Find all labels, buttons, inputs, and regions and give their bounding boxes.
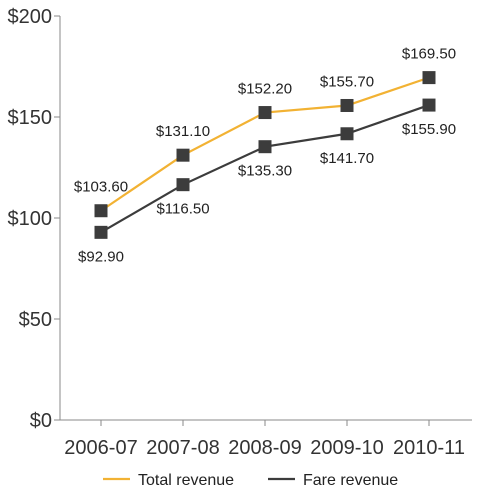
y-tick-label: $100 bbox=[8, 208, 53, 230]
y-tick-label: $200 bbox=[8, 6, 53, 28]
data-point bbox=[422, 71, 436, 85]
y-tick-label: $150 bbox=[8, 107, 53, 129]
x-tick-label: 2006-07 bbox=[64, 437, 137, 459]
y-tick-label: $50 bbox=[19, 309, 52, 331]
data-label: $131.10 bbox=[156, 123, 210, 140]
data-label: $116.50 bbox=[156, 201, 209, 218]
x-tick-label: 2008-09 bbox=[228, 437, 301, 459]
data-label: $169.50 bbox=[402, 46, 456, 63]
data-label: $152.20 bbox=[238, 81, 292, 98]
chart-axes: $0 $50 $100 $150 $200 2006-07 2007-08 2008-09 20… bbox=[8, 6, 472, 459]
data-label: $141.70 bbox=[320, 150, 374, 167]
data-point bbox=[258, 106, 272, 120]
data-label: $155.90 bbox=[402, 121, 456, 138]
chart-legend: Total revenue Fare revenue bbox=[103, 472, 398, 489]
data-point bbox=[258, 140, 272, 154]
data-label: $92.90 bbox=[78, 248, 124, 265]
data-point bbox=[340, 127, 354, 141]
data-point bbox=[422, 98, 436, 112]
x-tick-label: 2010-11 bbox=[393, 437, 465, 459]
data-label: $155.70 bbox=[320, 73, 374, 90]
data-point bbox=[176, 148, 190, 162]
x-tick-label: 2007-08 bbox=[146, 437, 219, 459]
series-layer: $103.60 $131.10 $152.20 $155.70 $169.50 $92.9… bbox=[74, 46, 456, 266]
data-point bbox=[340, 98, 354, 112]
x-tick-label: 2009-10 bbox=[310, 437, 383, 459]
series-0: $103.60 $131.10 $152.20 $155.70 $169.50 bbox=[74, 46, 456, 218]
data-point bbox=[94, 225, 108, 239]
series-1: $92.90 $116.50 $135.30 $141.70 $155.90 bbox=[78, 98, 456, 265]
y-tick-label: $0 bbox=[30, 410, 52, 432]
data-label: $135.30 bbox=[238, 163, 292, 180]
data-point bbox=[94, 204, 108, 218]
data-label: $103.60 bbox=[74, 179, 128, 196]
legend-label: Fare revenue bbox=[303, 472, 398, 489]
legend-label: Total revenue bbox=[138, 472, 234, 489]
data-point bbox=[176, 178, 190, 192]
